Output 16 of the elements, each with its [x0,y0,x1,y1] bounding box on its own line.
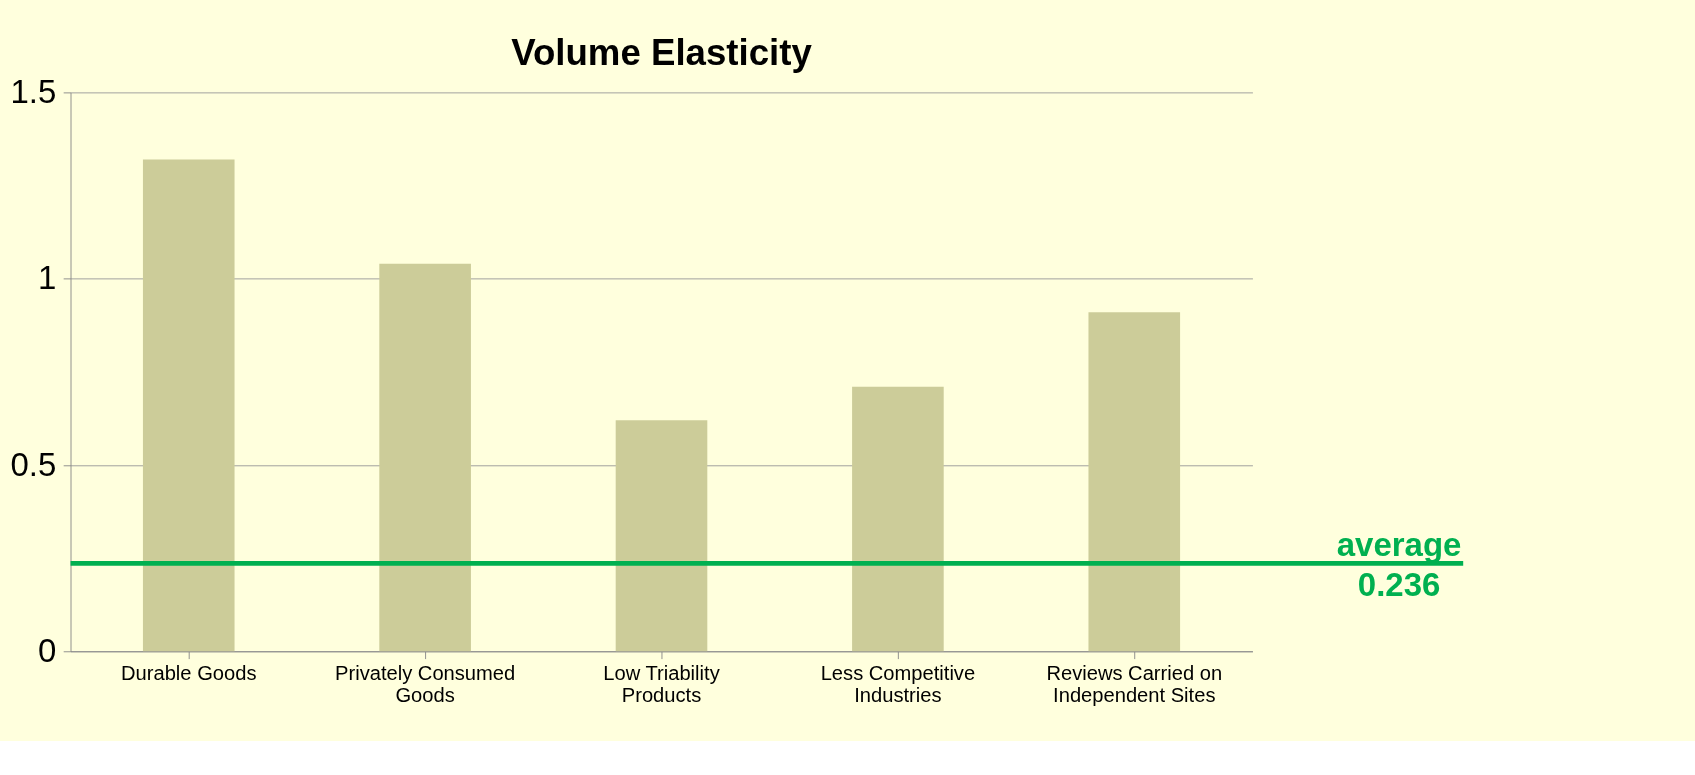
x-tick-label: Less Competitive Industries [820,662,976,707]
ref-line-label: average 0.236 [1336,526,1462,604]
bar [852,386,944,652]
chart-title: Volume Elasticity [511,31,813,73]
bar [379,263,471,652]
x-tick-label: Low Triability Products [603,662,721,707]
bar [615,420,708,652]
y-tick-label: 0 [38,631,57,669]
y-tick-label: 0.5 [10,445,57,483]
bar [1088,312,1181,652]
x-tick-label: Reviews Carried on Independent Sites [1046,662,1223,707]
y-tick-label: 1.5 [10,72,57,110]
y-tick-label: 1 [38,259,57,297]
x-tick-label: Durable Goods [121,662,257,685]
x-tick-label: Privately Consumed Goods [335,662,516,707]
bar [142,159,235,652]
